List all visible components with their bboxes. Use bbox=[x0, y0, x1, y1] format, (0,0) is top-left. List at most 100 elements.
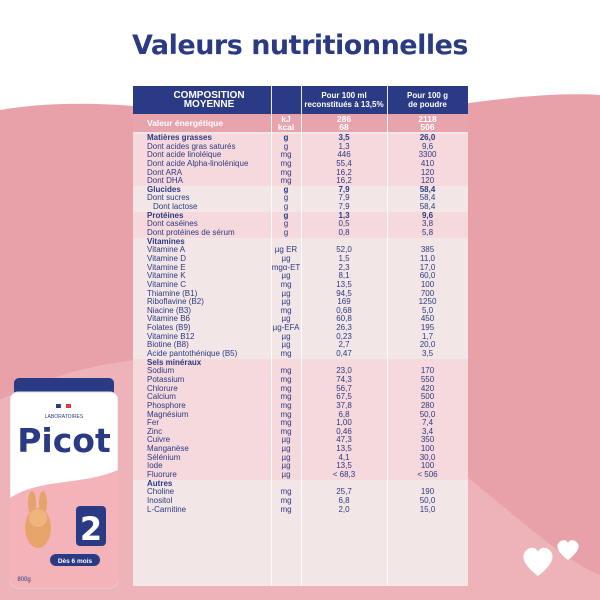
row-value-per-100ml: 16,2 bbox=[336, 167, 352, 177]
row-label: Calcium bbox=[147, 393, 176, 402]
table-row: Vitamine E mgα-ET 2,3 17,0 bbox=[133, 262, 468, 273]
row-value-per-100ml: 7,9 bbox=[338, 193, 350, 203]
header-unit bbox=[271, 86, 301, 114]
row-label: Vitamines bbox=[147, 237, 185, 246]
row-label: Phosphore bbox=[147, 401, 186, 410]
row-value-per-100g: 9,6 bbox=[421, 141, 434, 151]
row-label: Vitamine K bbox=[147, 272, 186, 281]
row-label: Zinc bbox=[147, 427, 163, 436]
row-value-per-100g: 500 bbox=[420, 392, 435, 402]
energy-label: Valeur énergétique bbox=[147, 118, 224, 128]
row-value-per-100g: 20,0 bbox=[419, 340, 436, 350]
table-row: Vitamine K µg 8,1 60,0 bbox=[133, 272, 468, 281]
table-row: Riboflavine (B2) µg 169 1250 bbox=[133, 298, 468, 307]
row-value-per-100ml: 0,47 bbox=[336, 349, 352, 359]
row-unit: mg bbox=[280, 374, 292, 384]
row-unit: mg bbox=[280, 495, 292, 505]
row-label: Vitamine B12 bbox=[147, 332, 195, 341]
row-label: Dont lactose bbox=[153, 203, 198, 212]
row-label: Autres bbox=[147, 479, 173, 488]
row-value-per-100g: 7,4 bbox=[421, 418, 434, 428]
row-value-per-100g: 100 bbox=[420, 279, 435, 289]
row-value-per-100ml: 25,7 bbox=[336, 487, 352, 497]
row-unit: mgα-ET bbox=[271, 262, 301, 272]
row-label: Iode bbox=[147, 462, 163, 471]
row-unit: g bbox=[283, 210, 289, 220]
table-row: Vitamine D µg 1,5 11,0 bbox=[133, 253, 468, 264]
row-value-per-100g: 58,4 bbox=[419, 202, 436, 212]
can-weight: 800g bbox=[17, 577, 30, 583]
row-value-per-100g: 3300 bbox=[418, 150, 437, 160]
row-unit: g bbox=[283, 133, 289, 142]
table-row: Dont sucres g 7,9 58,4 bbox=[133, 194, 468, 203]
table-row: Matières grasses g 3,5 26,0 bbox=[133, 133, 468, 143]
row-value-per-100g: 100 bbox=[420, 461, 435, 471]
row-unit: µg ER bbox=[274, 245, 298, 255]
table-row: Dont caséines g 0,5 3,8 bbox=[133, 219, 468, 230]
row-unit: mg bbox=[280, 409, 292, 419]
row-label: Dont ARA bbox=[147, 168, 183, 177]
row-value-per-100ml: 60,8 bbox=[336, 314, 352, 324]
table-row: Biotine (B8) µg 2,7 20,0 bbox=[133, 341, 468, 350]
table-row: Protéines g 1,3 9,6 bbox=[133, 210, 468, 221]
page-title: Valeurs nutritionnelles bbox=[132, 30, 469, 61]
row-unit: µg bbox=[281, 331, 291, 341]
row-value-per-100g: 1250 bbox=[418, 297, 437, 307]
row-value-per-100g: 350 bbox=[420, 435, 435, 445]
table-row: Phosphore mg 37,8 280 bbox=[133, 400, 468, 411]
header-per-100g: Pour 100 g de poudre bbox=[407, 91, 448, 109]
row-label: Sélénium bbox=[147, 453, 181, 462]
row-value-per-100g: 170 bbox=[420, 366, 435, 376]
hearts-decoration bbox=[523, 540, 579, 576]
energy-unit-kj: kJ bbox=[281, 114, 291, 124]
row-label: Cuivre bbox=[147, 436, 171, 445]
row-value-per-100ml: 16,2 bbox=[336, 176, 352, 186]
row-value-per-100g: 17,0 bbox=[419, 262, 436, 272]
row-label: Dont caséines bbox=[147, 220, 198, 229]
row-label: Dont acide Alpha-linolénique bbox=[147, 159, 249, 168]
row-label: Riboflavine (B2) bbox=[147, 298, 204, 307]
table-row: Dont protéines de sérum g 0,8 5,8 bbox=[133, 228, 468, 238]
energy-per-100g: 2118 506 bbox=[387, 114, 468, 132]
table-row: Dont lactose g 7,9 58,4 bbox=[133, 202, 468, 212]
product-can: LABORATOIRES Picot TRILACTA 2 Dès 6 mois… bbox=[10, 378, 118, 589]
row-label: Dont protéines de sérum bbox=[147, 229, 235, 238]
row-value-per-100g: 50,0 bbox=[419, 409, 436, 419]
row-value-per-100g: 420 bbox=[420, 383, 435, 393]
row-value-per-100ml: 0,23 bbox=[336, 331, 352, 341]
row-value-per-100ml: 0,5 bbox=[338, 219, 350, 229]
header-per-100ml: Pour 100 ml reconstitués à 13,5% bbox=[304, 91, 384, 109]
row-unit: µg bbox=[281, 271, 291, 281]
row-value-per-100g: 195 bbox=[420, 323, 435, 333]
row-value-per-100ml: 1,3 bbox=[338, 210, 350, 220]
row-value-per-100ml: 446 bbox=[337, 150, 351, 160]
row-unit: µg bbox=[281, 288, 291, 298]
row-value-per-100ml: 13,5 bbox=[336, 279, 352, 289]
table-row: Dont ARA mg 16,2 120 bbox=[133, 167, 468, 178]
row-value-per-100g: 700 bbox=[420, 288, 435, 298]
table-row: Dont DHA mg 16,2 120 bbox=[133, 177, 468, 186]
table-row: Vitamine A µg ER 52,0 385 bbox=[133, 246, 468, 255]
row-value-per-100ml: < 68,3 bbox=[332, 469, 356, 479]
table-row: Niacine (B3) mg 0,68 5,0 bbox=[133, 305, 468, 316]
row-value-per-100ml: 74,3 bbox=[336, 374, 352, 384]
row-value-per-100ml: 6,8 bbox=[338, 495, 350, 505]
table-row: Magnésium mg 6,8 50,0 bbox=[133, 409, 468, 420]
row-value-per-100ml: 3,5 bbox=[338, 133, 350, 142]
row-value-per-100g: 58,4 bbox=[419, 184, 436, 194]
table-row: Sodium mg 23,0 170 bbox=[133, 367, 468, 376]
row-value-per-100ml: 7,9 bbox=[338, 202, 350, 212]
row-value-per-100ml: 0,68 bbox=[336, 305, 352, 315]
row-label: Dont sucres bbox=[147, 194, 190, 203]
row-value-per-100ml: 6,8 bbox=[338, 409, 350, 419]
row-value-per-100g: 1,7 bbox=[421, 331, 434, 341]
table-row: Inositol mg 6,8 50,0 bbox=[133, 495, 468, 506]
table-row: Dont acide linoléique mg 446 3300 bbox=[133, 151, 468, 160]
row-value-per-100ml: 1,3 bbox=[338, 141, 350, 151]
row-label: Sodium bbox=[147, 367, 175, 376]
row-unit: µg bbox=[281, 340, 291, 350]
row-value-per-100g: 410 bbox=[420, 158, 435, 168]
row-value-per-100ml: 1,5 bbox=[338, 253, 350, 263]
table-row: Fer mg 1,00 7,4 bbox=[133, 418, 468, 428]
row-value-per-100ml: 37,8 bbox=[336, 400, 352, 410]
